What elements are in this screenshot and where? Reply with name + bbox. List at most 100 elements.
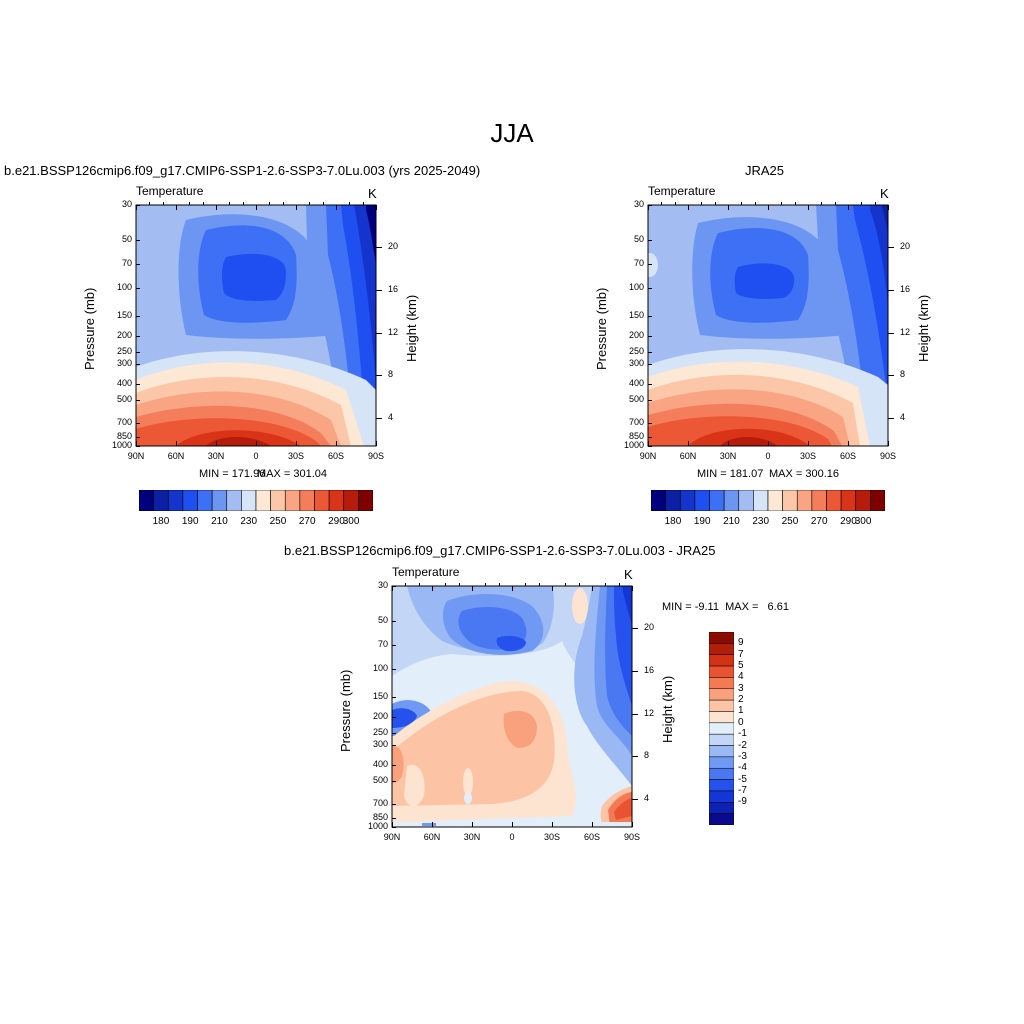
colorbar-swatch (709, 779, 734, 792)
height-tick-label: 12 (900, 326, 911, 337)
height-tick-mark (632, 628, 638, 630)
latitude-tick-mark (392, 822, 393, 827)
colorbar-swatch (197, 490, 213, 511)
contour-band (882, 205, 888, 235)
latitude-tick-label: 90N (383, 832, 401, 842)
colorbar-label: 180 (664, 516, 682, 527)
latitude-tick-mark (136, 441, 137, 446)
pressure-tick-mark (136, 336, 140, 338)
height-tick-mark (376, 247, 382, 249)
colorbar-swatch (796, 490, 813, 511)
latitude-tick-mark (512, 586, 513, 591)
height-tick-label: 4 (900, 412, 906, 423)
latitude-minor-tick (282, 202, 284, 205)
colorbar-label: 210 (723, 516, 740, 527)
latitude-tick-mark (336, 441, 337, 446)
colorbar-swatch (167, 490, 184, 511)
pressure-tick-label: 70 (121, 257, 132, 268)
colorbar-swatch (709, 643, 734, 655)
latitude-tick-label: 30S (543, 832, 560, 842)
pressure-tick-label: 1000 (111, 440, 132, 450)
latitude-minor-tick (794, 202, 796, 205)
pressure-tick-label: 250 (372, 726, 388, 737)
pressure-tick-label: 850 (372, 811, 388, 822)
pressure-tick-mark (392, 780, 396, 782)
colorbar-label: 9 (738, 637, 744, 649)
latitude-minor-tick (349, 202, 351, 205)
pressure-tick-mark (136, 316, 140, 318)
colorbar-swatch (211, 490, 228, 511)
height-tick-mark (888, 375, 894, 377)
latitude-tick-label: 90N (639, 451, 657, 461)
height-tick-label: 12 (388, 326, 399, 337)
colorbar-swatch (782, 490, 798, 511)
colorbar-label: -9 (738, 796, 747, 808)
pressure-tick-mark (648, 384, 652, 386)
contour-band (870, 205, 888, 305)
contour-band (720, 436, 778, 446)
latitude-minor-tick (405, 583, 407, 586)
contour-band (853, 205, 888, 405)
panel2-colorbar-swatches (651, 490, 885, 511)
colorbar-swatch (182, 490, 198, 511)
pressure-tick-mark (136, 288, 140, 290)
colorbar-swatch (343, 490, 359, 511)
latitude-tick-label: 90S (623, 832, 640, 842)
latitude-minor-tick (485, 583, 487, 586)
pressure-tick-mark (648, 316, 652, 318)
latitude-tick-mark (432, 822, 433, 827)
latitude-minor-tick (202, 202, 204, 205)
pressure-tick-mark (136, 205, 140, 206)
pressure-tick-mark (136, 263, 140, 265)
colorbar-swatch (840, 490, 857, 511)
colorbar-swatch (255, 490, 271, 511)
colorbar-swatch (226, 490, 242, 511)
colorbar-swatch (139, 490, 154, 511)
pressure-tick-label: 850 (116, 430, 132, 441)
latitude-tick-mark (216, 441, 217, 446)
latitude-tick-mark (336, 205, 337, 210)
latitude-tick-label: 30S (799, 451, 816, 461)
pressure-tick-label: 1000 (623, 440, 644, 450)
pressure-tick-label: 700 (372, 797, 388, 808)
latitude-tick-mark (848, 205, 849, 210)
pressure-tick-label: 50 (633, 234, 644, 245)
panel3-plot-area (391, 585, 633, 828)
colorbar-label: 180 (152, 516, 170, 527)
height-tick-label: 8 (388, 369, 394, 380)
panel3-units-label: K (624, 567, 633, 582)
colorbar-swatch (328, 490, 345, 511)
colorbar-label: -1 (738, 728, 747, 740)
latitude-tick-mark (728, 441, 729, 446)
height-tick-mark (376, 418, 382, 420)
latitude-tick-label: 60N (679, 451, 697, 461)
latitude-tick-mark (688, 441, 689, 446)
latitude-tick-mark (592, 822, 593, 827)
latitude-tick-mark (688, 205, 689, 210)
latitude-minor-tick (445, 583, 447, 586)
panel1-plot-area (135, 204, 377, 447)
latitude-minor-tick (565, 583, 567, 586)
pressure-tick-label: 250 (116, 345, 132, 356)
latitude-tick-mark (472, 586, 473, 591)
panel2-variable-label: Temperature (648, 184, 716, 198)
latitude-tick-label: 30N (207, 451, 225, 461)
panel3-height-axis-title: Height (km) (660, 675, 675, 743)
latitude-tick-label: 0 (253, 451, 259, 461)
height-tick-label: 4 (644, 793, 650, 804)
height-tick-mark (632, 799, 638, 801)
latitude-minor-tick (458, 583, 460, 586)
panel1-units-label: K (368, 186, 377, 201)
latitude-tick-label: 30N (719, 451, 737, 461)
pressure-tick-mark (392, 765, 396, 767)
pressure-tick-label: 150 (116, 310, 132, 321)
panel1-max-label: MAX = 301.04 (257, 468, 328, 480)
colorbar-swatch (855, 490, 871, 511)
latitude-tick-mark (808, 441, 809, 446)
pressure-tick-mark (648, 446, 652, 447)
colorbar-swatch (709, 632, 734, 644)
colorbar-swatch (709, 767, 734, 780)
colorbar-label: -7 (738, 784, 747, 796)
contour-band (354, 205, 376, 385)
colorbar-swatch (709, 665, 734, 678)
